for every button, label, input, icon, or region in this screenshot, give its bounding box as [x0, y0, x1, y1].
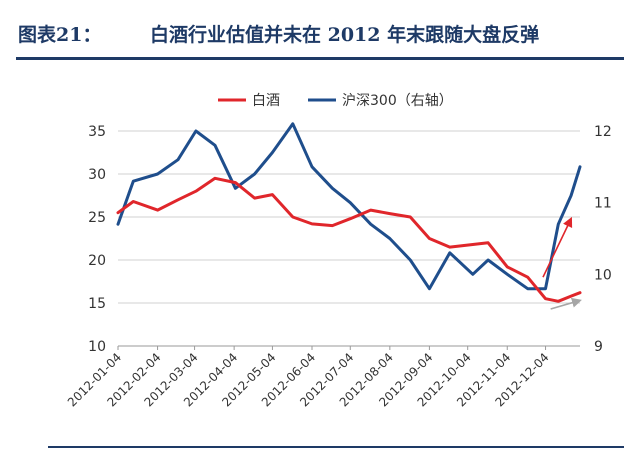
figure-number: 图表21：: [18, 24, 102, 46]
left-axis-labels: 10 15 20 25 30 35: [88, 124, 106, 355]
right-axis-tick-label: 11: [594, 196, 612, 212]
right-axis-tick-label: 12: [594, 124, 612, 140]
series-layer: [116, 122, 582, 303]
left-axis-tick-label: 20: [88, 253, 106, 269]
footer-rule: [48, 446, 624, 448]
legend: 白酒 沪深300（右轴）: [218, 93, 453, 109]
annotation-arrow: [542, 216, 573, 278]
annotations: [542, 216, 582, 310]
legend-label: 沪深300（右轴）: [342, 93, 453, 109]
title-rule: [16, 57, 624, 60]
left-axis-tick-label: 30: [88, 167, 106, 183]
right-axis-tick-label: 9: [594, 339, 603, 355]
series-line: [116, 176, 582, 303]
x-axis-labels: 2012-01-042012-02-042012-03-042012-04-04…: [65, 346, 552, 409]
left-axis-tick-label: 15: [88, 296, 106, 312]
gridlines: [118, 130, 580, 347]
annotation-arrow: [550, 297, 582, 310]
left-axis-tick-label: 25: [88, 210, 106, 226]
right-axis-tick-label: 10: [594, 267, 612, 283]
series-line: [116, 122, 582, 291]
left-axis-tick-label: 10: [88, 339, 106, 355]
line-chart: 10 15 20 25 30 35 9 10 11 12 2012-01-042012-02-0…: [65, 93, 612, 409]
legend-label: 白酒: [252, 93, 280, 109]
figure-title: 白酒行业估值并未在 2012 年末跟随大盘反弹: [150, 24, 540, 46]
right-axis-labels: 9 10 11 12: [594, 124, 612, 355]
left-axis-tick-label: 35: [88, 124, 106, 140]
figure-header: 图表21： 白酒行业估值并未在 2012 年末跟随大盘反弹: [0, 0, 640, 62]
chart-area: 10 15 20 25 30 35 9 10 11 12 2012-01-04 2012-02-0…: [0, 62, 640, 442]
